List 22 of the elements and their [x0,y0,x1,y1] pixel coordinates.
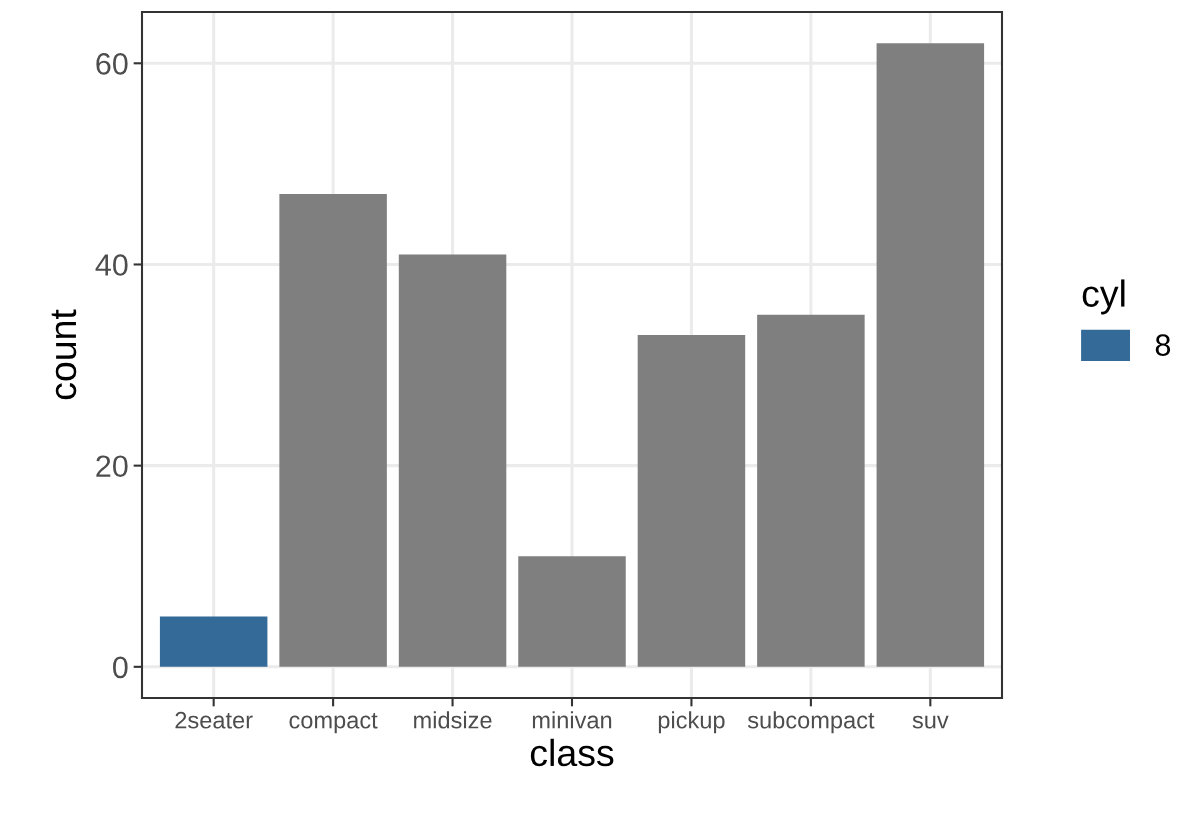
x-tick-label: pickup [658,711,725,734]
bar [398,254,507,667]
bar [876,43,985,667]
bar [159,616,268,667]
x-axis-title: class [530,738,614,767]
x-tick-label: 2seater [175,711,253,729]
x-tick-label: minivan [532,711,612,729]
y-tick-label: 0 [113,656,128,679]
y-axis-title: count [51,309,77,400]
x-tick-label: subcompact [747,711,875,734]
bar [637,334,746,667]
x-tick-label: midsize [414,711,492,729]
bar [279,194,387,667]
y-tick-label: 40 [95,254,128,276]
bar [518,556,626,667]
bar [757,314,865,667]
y-tick-label: 60 [96,53,128,75]
x-tick-label: compact [289,713,378,734]
y-tick-label: 20 [96,455,128,478]
x-tick-label: suv [912,715,949,729]
legend-title: cyl [1082,279,1125,315]
legend-label: 8 [1155,334,1171,356]
